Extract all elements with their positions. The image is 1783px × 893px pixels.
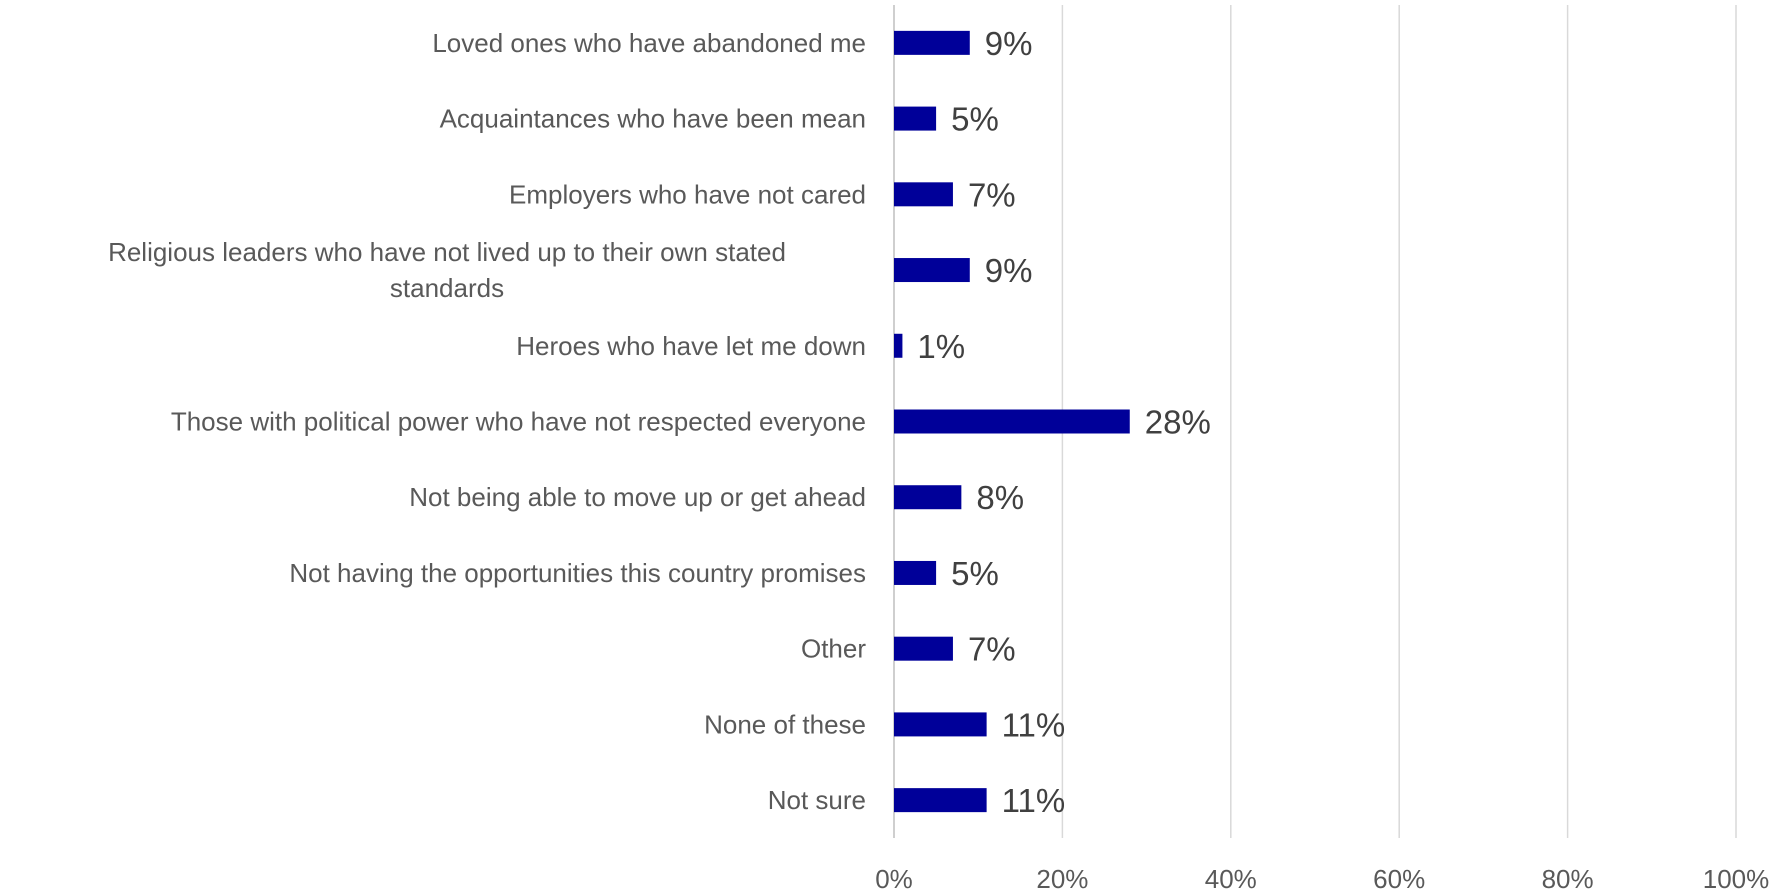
bar: [894, 409, 1130, 434]
bar: [894, 712, 987, 737]
data-label: 9%: [985, 252, 1033, 289]
x-tick-label: 80%: [1542, 864, 1594, 893]
bar: [894, 106, 937, 131]
gridlines: [893, 5, 1737, 838]
category-label: Acquaintances who have been mean: [440, 104, 866, 134]
bar: [894, 182, 953, 207]
category-label: Heroes who have let me down: [516, 331, 866, 361]
data-label: 1%: [917, 328, 965, 365]
data-label: 11%: [1002, 782, 1066, 819]
category-label: Not sure: [768, 785, 866, 815]
data-label: 7%: [968, 176, 1016, 213]
x-tick-label: 0%: [875, 864, 913, 893]
category-label: Employers who have not cared: [509, 179, 866, 209]
data-label: 8%: [976, 479, 1024, 516]
data-label: 11%: [1002, 706, 1066, 743]
bar: [894, 560, 937, 585]
bar: [894, 333, 903, 358]
bar: [894, 30, 970, 55]
x-tick-label: 100%: [1703, 864, 1770, 893]
data-label: 28%: [1145, 404, 1211, 441]
category-label: Religious leaders who have not lived up …: [108, 237, 786, 303]
bars: [894, 30, 1130, 813]
category-labels: Loved ones who have abandoned me Acquaint…: [108, 28, 866, 815]
data-label: 5%: [951, 101, 999, 138]
category-label: Not having the opportunities this countr…: [289, 558, 866, 588]
x-tick-label: 20%: [1036, 864, 1088, 893]
bar: [894, 258, 970, 283]
data-labels: 9% 5% 7% 9% 1% 28% 8% 5% 7% 11% 11%: [917, 25, 1210, 819]
x-tick-label: 40%: [1205, 864, 1257, 893]
x-axis-tick-labels: 0% 20% 40% 60% 80% 100%: [875, 864, 1769, 893]
x-tick-label: 60%: [1373, 864, 1425, 893]
bar: [894, 636, 953, 661]
data-label: 7%: [968, 631, 1016, 668]
category-label: None of these: [704, 709, 866, 739]
data-label: 9%: [985, 25, 1033, 62]
category-label: Loved ones who have abandoned me: [432, 28, 866, 58]
category-label: Those with political power who have not …: [171, 407, 866, 437]
bar: [894, 788, 987, 813]
category-label: Other: [801, 634, 866, 664]
category-label: Not being able to move up or get ahead: [409, 482, 866, 512]
data-label: 5%: [951, 555, 999, 592]
bar: [894, 485, 962, 510]
